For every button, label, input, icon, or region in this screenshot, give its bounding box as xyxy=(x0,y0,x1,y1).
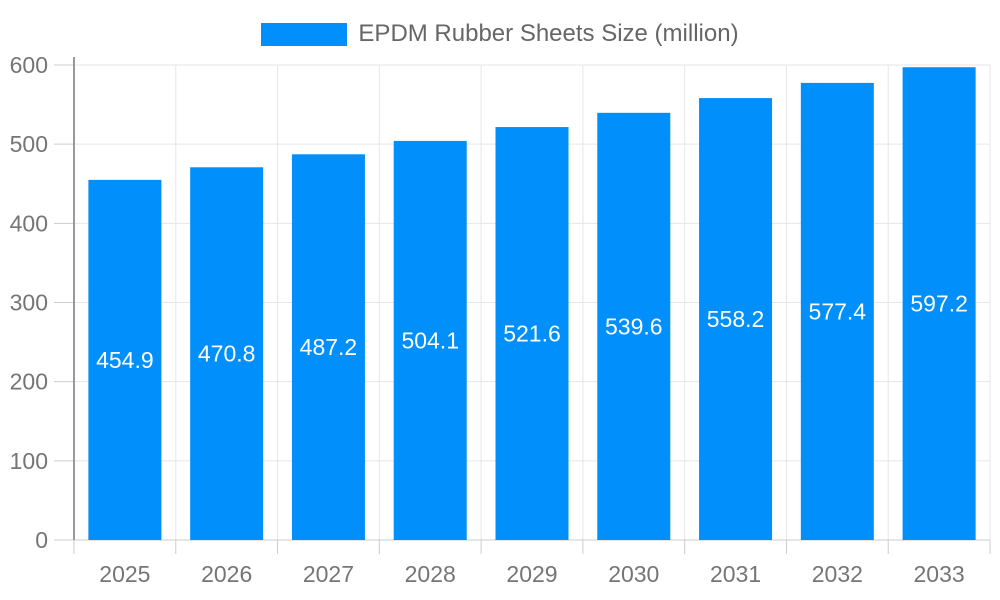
bar-value-label: 470.8 xyxy=(198,341,256,367)
y-axis-tick-label: 300 xyxy=(10,290,48,316)
y-axis-tick-label: 400 xyxy=(10,210,48,236)
bar-2029 xyxy=(495,127,569,541)
legend-label: EPDM Rubber Sheets Size (million) xyxy=(358,20,739,47)
bar-value-label: 597.2 xyxy=(910,291,968,317)
bar-value-label: 577.4 xyxy=(809,298,867,324)
bar-2030 xyxy=(597,112,671,541)
x-axis-category-label: 2030 xyxy=(608,561,659,587)
y-axis-tick-label: 500 xyxy=(10,131,48,157)
x-axis-category-label: 2031 xyxy=(710,561,761,587)
y-axis-tick-label: 0 xyxy=(35,527,48,553)
bar-value-label: 487.2 xyxy=(300,334,358,360)
bar-2033 xyxy=(902,67,976,540)
x-axis-category-label: 2027 xyxy=(303,561,354,587)
bar-value-label: 539.6 xyxy=(605,313,663,339)
chart-legend[interactable]: EPDM Rubber Sheets Size (million) xyxy=(0,20,1000,48)
bar-2028 xyxy=(393,140,467,540)
bar-2032 xyxy=(800,82,874,541)
legend-swatch-icon xyxy=(261,22,348,46)
bar-value-label: 454.9 xyxy=(96,347,154,373)
bar-value-label: 558.2 xyxy=(707,306,765,332)
bar-2031 xyxy=(699,98,773,540)
bar-2025 xyxy=(88,179,162,540)
x-axis-category-label: 2025 xyxy=(99,561,150,587)
y-axis-tick-label: 200 xyxy=(10,369,48,395)
x-axis-category-label: 2026 xyxy=(201,561,252,587)
x-axis-category-label: 2029 xyxy=(506,561,557,587)
y-axis-tick-label: 600 xyxy=(10,52,48,78)
bar-2026 xyxy=(190,167,264,541)
bar-value-label: 504.1 xyxy=(401,327,459,353)
bar-value-label: 521.6 xyxy=(503,321,561,347)
x-axis-category-label: 2033 xyxy=(914,561,965,587)
bar-2027 xyxy=(291,154,365,541)
x-axis-category-label: 2032 xyxy=(812,561,863,587)
y-axis-tick-label: 100 xyxy=(10,448,48,474)
x-axis-category-label: 2028 xyxy=(405,561,456,587)
